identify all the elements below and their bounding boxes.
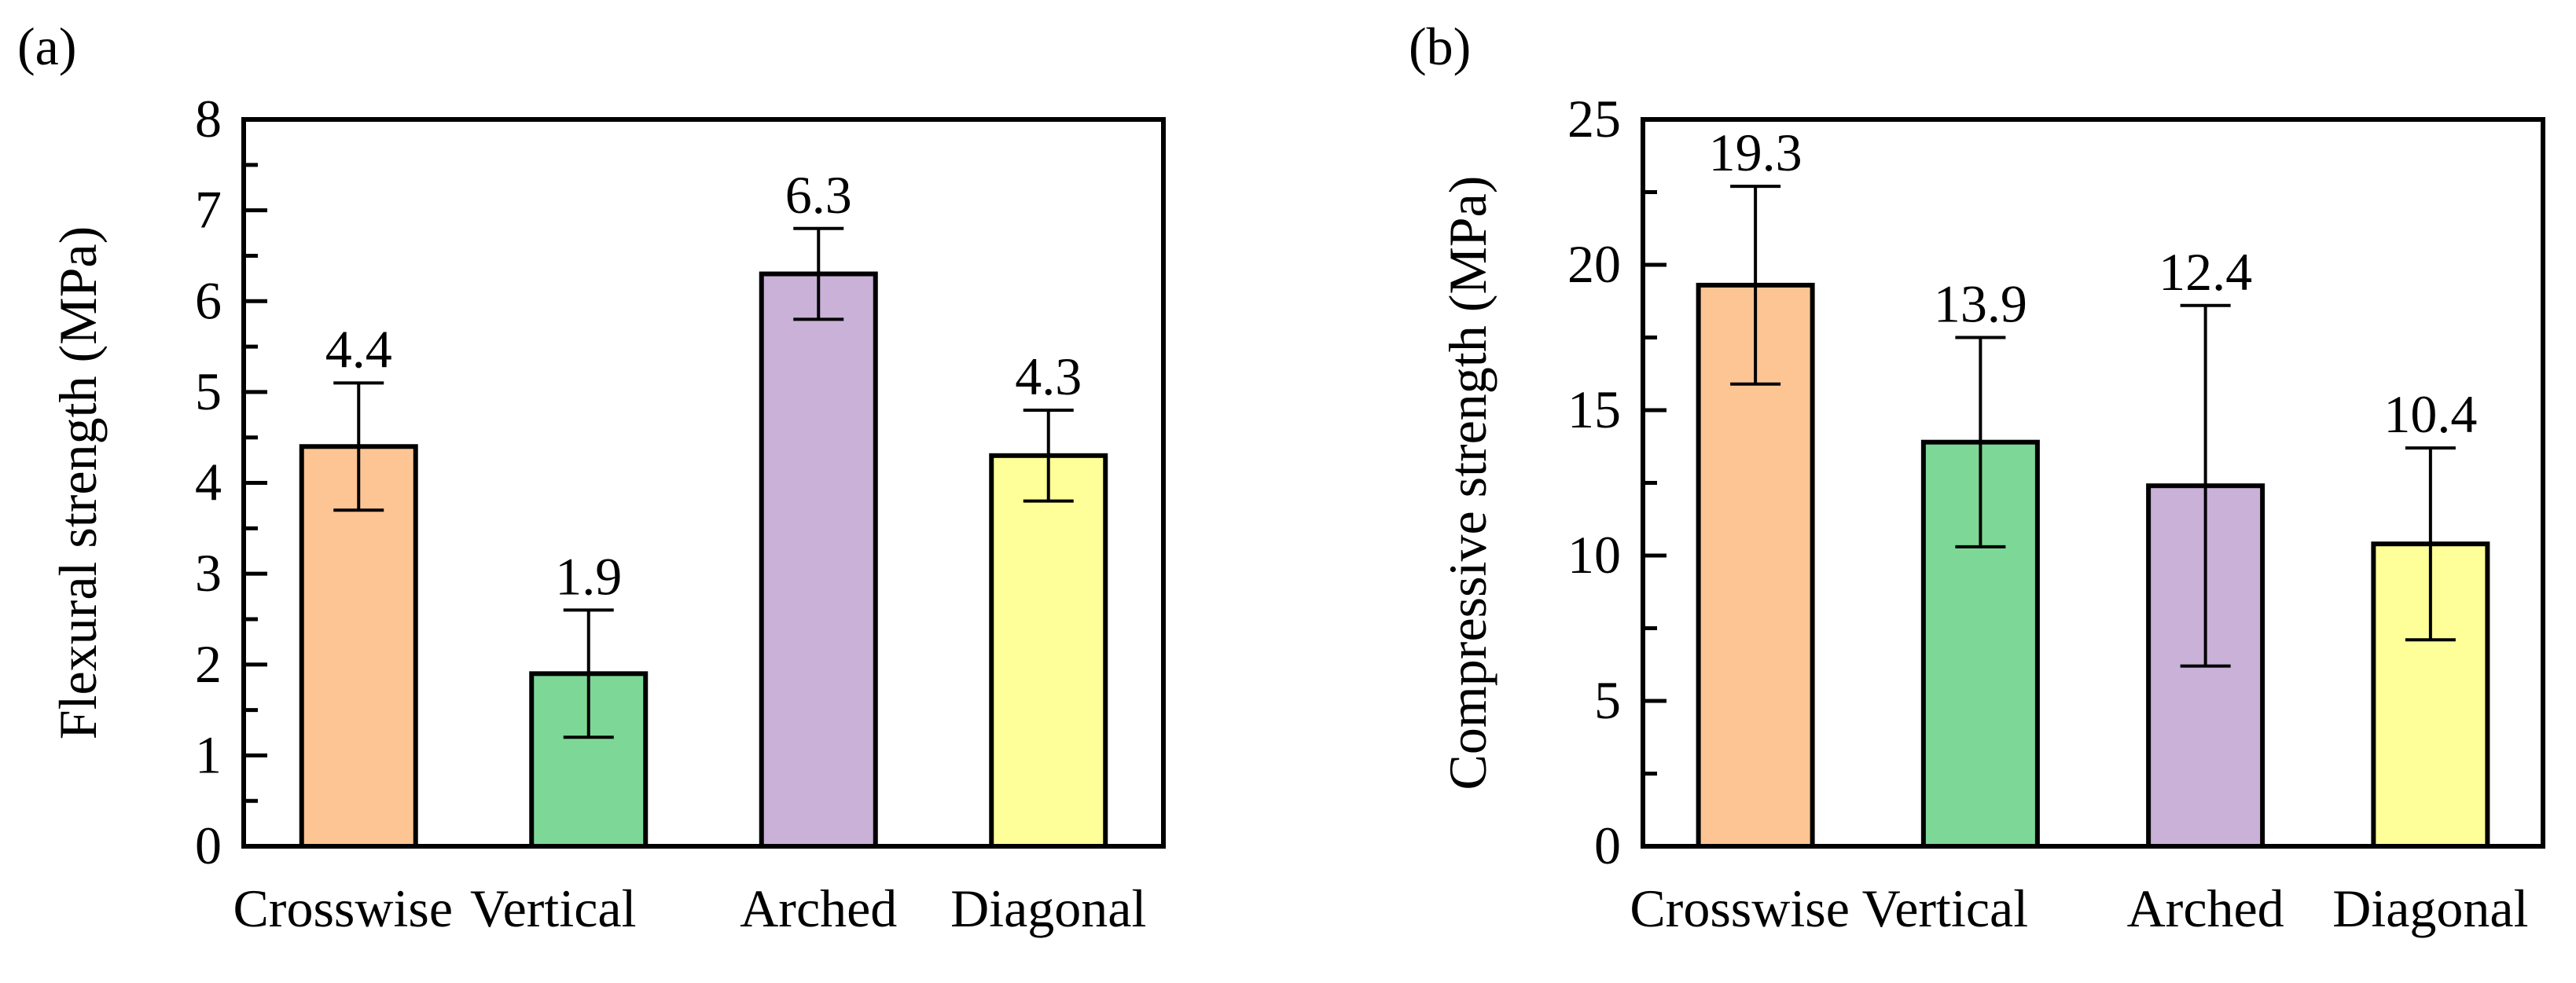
panel-b-error-bars bbox=[1730, 185, 2456, 668]
panel-a-data-label-crosswise: 4.4 bbox=[325, 319, 392, 379]
panel-b-y-tick-labels: 0 5 10 15 20 25 bbox=[1567, 89, 1621, 875]
panel-b-y-tick-label: 10 bbox=[1567, 525, 1621, 585]
panel-b-y-tick-label: 20 bbox=[1567, 234, 1621, 294]
panel-a-y-tick-label: 1 bbox=[195, 724, 222, 784]
panel-b-category-label-crosswise: Crosswise bbox=[1630, 878, 1850, 938]
panel-b-y-axis-title: Compressive strength (MPa) bbox=[1438, 176, 1497, 790]
panel-a-error-bar-arched bbox=[793, 226, 844, 321]
panel-b-error-bar-diagonal bbox=[2405, 446, 2456, 642]
panel-a-error-bar-vertical bbox=[563, 608, 614, 739]
panel-b-error-bar-arched bbox=[2180, 303, 2231, 668]
panel-b-y-tick-label: 15 bbox=[1567, 380, 1621, 439]
panel-b-y-ticks bbox=[1643, 190, 1666, 776]
panel-b-error-bar-crosswise bbox=[1730, 185, 1781, 386]
panel-b-error-bar-vertical bbox=[1955, 336, 2006, 548]
panel-a-category-label-crosswise: Crosswise bbox=[233, 878, 453, 938]
panel-a-bar-arched bbox=[759, 271, 878, 849]
panel-a-error-bars bbox=[333, 226, 1074, 739]
panel-b-data-labels: 19.3 13.9 12.4 10.4 bbox=[1709, 123, 2478, 444]
panel-b-category-label-vertical: Vertical bbox=[1862, 878, 2028, 938]
panel-b-data-label-arched: 12.4 bbox=[2159, 242, 2252, 302]
panel-a-y-tick-label: 2 bbox=[195, 634, 222, 694]
panel-b-bars bbox=[1696, 282, 2490, 849]
panel-a-data-label-arched: 6.3 bbox=[785, 165, 852, 225]
panel-a-y-tick-labels: 0 1 2 3 4 5 6 7 8 bbox=[195, 89, 222, 875]
panel-b-category-label-arched: Arched bbox=[2127, 878, 2284, 938]
panel-b-data-label-vertical: 13.9 bbox=[1934, 274, 2027, 334]
panel-a-y-tick-label: 5 bbox=[195, 361, 222, 421]
panel-a-y-tick-label: 8 bbox=[195, 89, 222, 149]
panel-a-data-labels: 4.4 1.9 6.3 4.3 bbox=[325, 165, 1082, 607]
panel-a-data-label-vertical: 1.9 bbox=[555, 546, 622, 606]
panel-a-bar-crosswise bbox=[299, 444, 418, 849]
panel-a-x-tick-labels: Crosswise Vertical Arched Diagonal bbox=[233, 878, 1146, 938]
panel-b-label: (b) bbox=[1409, 17, 1471, 76]
panel-a-error-bar-diagonal bbox=[1023, 409, 1074, 503]
panel-a-category-label-diagonal: Diagonal bbox=[950, 878, 1146, 938]
panel-a-y-ticks bbox=[244, 163, 267, 803]
panel-b: (b) 0 5 10 15 20 25 Crosswise Vertical Arched Di… bbox=[1409, 17, 2545, 938]
panel-a-y-tick-label: 3 bbox=[195, 543, 222, 603]
panel-b-data-label-diagonal: 10.4 bbox=[2383, 384, 2477, 444]
panel-a-y-tick-label: 4 bbox=[195, 453, 222, 512]
panel-a-label: (a) bbox=[17, 17, 76, 76]
panel-a: (a) 0 1 2 3 4 5 6 7 8 Crosswise Vertical Arched Dia… bbox=[17, 17, 1166, 938]
panel-a-error-bar-crosswise bbox=[333, 381, 384, 512]
panel-a-y-tick-label: 7 bbox=[195, 180, 222, 240]
panel-a-category-label-arched: Arched bbox=[740, 878, 897, 938]
panel-b-y-tick-label: 0 bbox=[1594, 816, 1621, 875]
panel-a-y-tick-label: 0 bbox=[195, 816, 222, 875]
panel-b-x-tick-labels: Crosswise Vertical Arched Diagonal bbox=[1630, 878, 2528, 938]
panel-a-y-tick-label: 6 bbox=[195, 270, 222, 330]
panel-b-y-tick-label: 25 bbox=[1567, 89, 1621, 149]
panel-a-category-label-vertical: Vertical bbox=[470, 878, 636, 938]
panel-b-y-tick-label: 5 bbox=[1594, 670, 1621, 730]
panel-b-category-label-diagonal: Diagonal bbox=[2332, 878, 2528, 938]
panel-a-y-axis-title: Flexural strength (MPa) bbox=[48, 226, 108, 739]
panel-a-data-label-diagonal: 4.3 bbox=[1015, 347, 1082, 406]
panel-a-bars bbox=[299, 271, 1108, 849]
panel-b-data-label-crosswise: 19.3 bbox=[1709, 123, 1802, 182]
panel-a-bar-diagonal bbox=[989, 453, 1108, 849]
